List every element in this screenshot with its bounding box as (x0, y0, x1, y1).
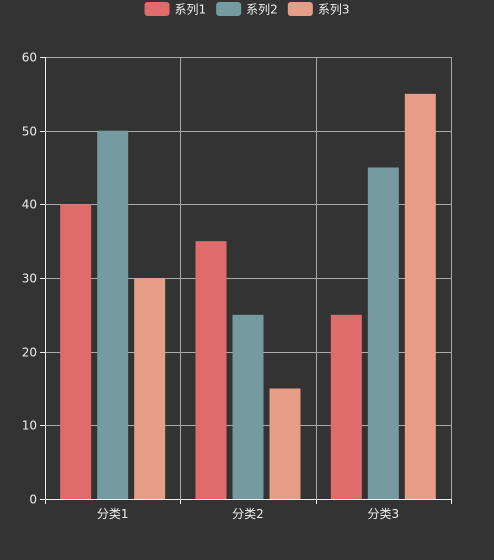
bar[interactable] (330, 314, 362, 499)
legend-swatch (144, 2, 170, 16)
y-tick-label: 0 (29, 493, 37, 507)
bar[interactable] (232, 314, 264, 499)
y-tick-label: 20 (22, 346, 37, 360)
legend-label: 系列3 (318, 3, 350, 17)
x-tick-label: 分类3 (368, 507, 400, 521)
y-tick-label: 40 (22, 198, 37, 212)
bar[interactable] (134, 278, 166, 499)
y-tick-label: 10 (22, 419, 37, 433)
bar[interactable] (269, 388, 301, 500)
legend-item[interactable]: 系列1 (144, 2, 207, 17)
x-tick-label: 分类2 (232, 507, 264, 521)
bar[interactable] (97, 130, 129, 499)
bar[interactable] (367, 167, 399, 500)
legend-swatch (287, 2, 313, 16)
legend-label: 系列1 (175, 3, 207, 17)
legend-label: 系列2 (246, 3, 278, 17)
bars (60, 93, 436, 500)
legend-item[interactable]: 系列3 (287, 2, 350, 17)
bar[interactable] (195, 241, 227, 499)
y-tick-label: 60 (22, 51, 37, 65)
legend: 系列1 系列2 系列3 (144, 2, 350, 17)
legend-item[interactable]: 系列2 (216, 2, 278, 17)
axes: 0 10 20 30 40 50 60 分类1 分类2 分类3 (22, 51, 452, 521)
bar[interactable] (404, 93, 436, 499)
legend-swatch (216, 2, 242, 16)
bar[interactable] (60, 204, 92, 500)
y-tick-label: 30 (22, 272, 37, 286)
y-tick-label: 50 (22, 125, 37, 139)
x-tick-label: 分类1 (97, 507, 129, 521)
